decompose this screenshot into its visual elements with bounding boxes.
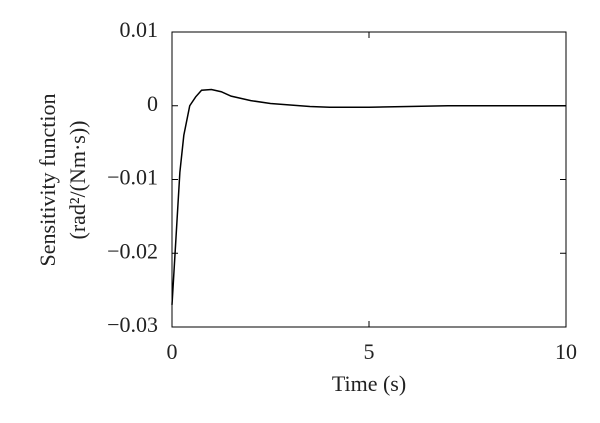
y-tick-label: −0.03 <box>107 312 158 337</box>
y-tick-label: 0.01 <box>120 17 159 42</box>
x-axis-label: Time (s) <box>332 371 406 396</box>
y-tick-label: −0.01 <box>107 165 158 190</box>
x-tick-label: 10 <box>555 339 577 364</box>
line <box>171 88 566 305</box>
y-tick-label: −0.02 <box>107 238 158 263</box>
x-tick-label: 5 <box>364 339 375 364</box>
y-tick-label: 0 <box>147 91 158 116</box>
plot-frame <box>171 31 567 328</box>
y-axis-label: (rad²/(Nm·s)) <box>65 121 90 240</box>
x-tick-label: 0 <box>167 339 178 364</box>
y-axis-label: Sensitivity function <box>35 94 60 267</box>
